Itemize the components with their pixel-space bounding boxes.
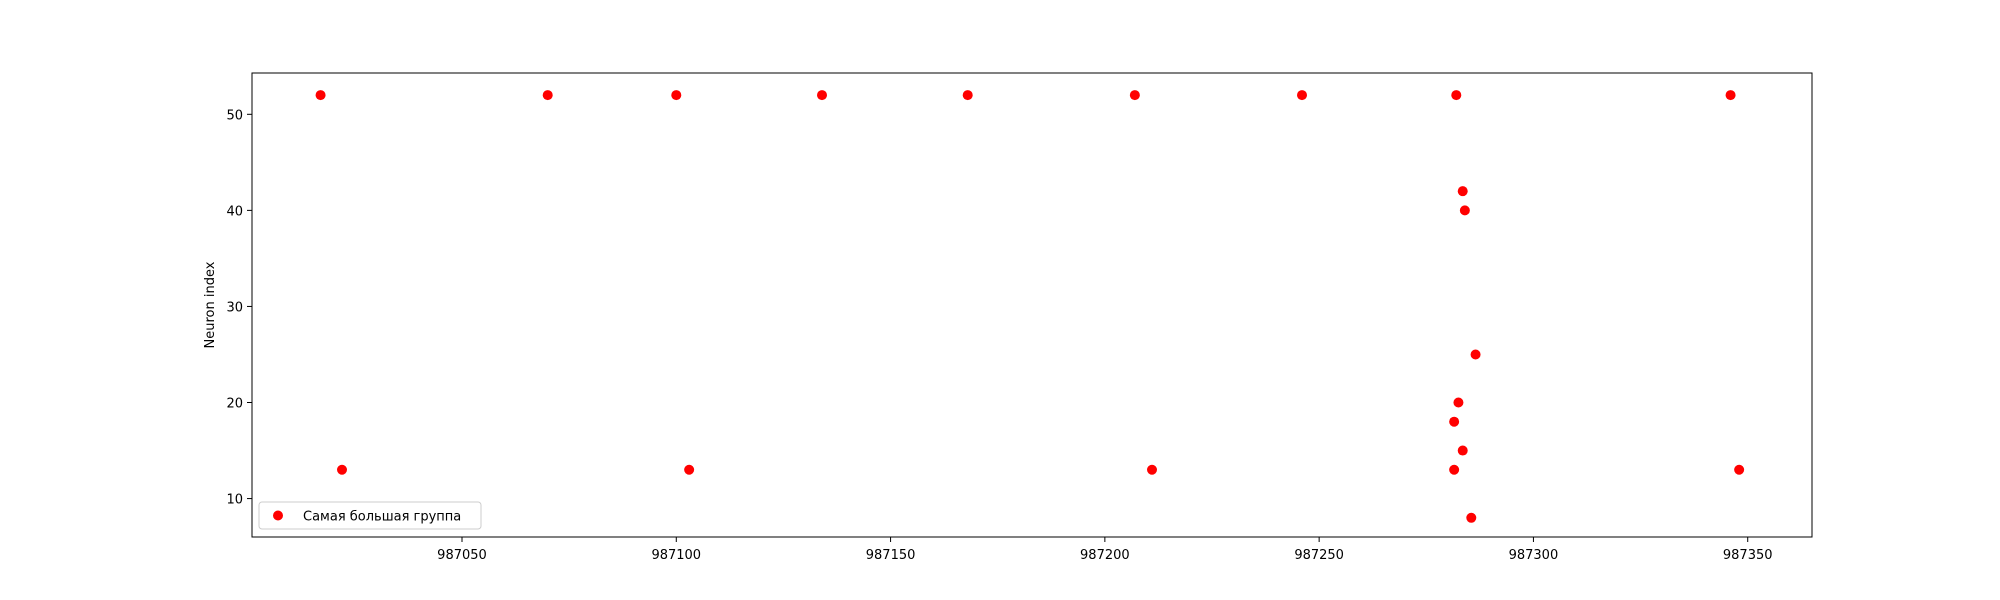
axes-frame — [251, 72, 1813, 538]
data-point — [1449, 416, 1460, 427]
x-tick-label: 987300 — [1509, 548, 1559, 563]
data-point — [1129, 90, 1140, 101]
data-point — [1734, 464, 1745, 475]
data-point — [337, 464, 347, 475]
legend: Самая большая группа — [258, 501, 482, 530]
data-point — [1470, 349, 1481, 360]
x-tick-label: 987050 — [437, 548, 487, 563]
y-tick-label: 10 — [226, 493, 243, 508]
x-tick-label: 987200 — [1080, 548, 1130, 563]
y-axis-label: Neuron index — [203, 261, 218, 348]
data-point — [1451, 90, 1462, 101]
x-tick-label: 987350 — [1723, 548, 1773, 563]
data-point — [1457, 186, 1468, 197]
y-tick-label: 30 — [226, 300, 243, 315]
data-point — [1466, 512, 1477, 523]
y-tick-label: 40 — [226, 204, 243, 219]
data-point — [315, 90, 326, 101]
y-tick-label: 20 — [226, 397, 243, 412]
data-point — [1453, 397, 1464, 408]
data-point — [1297, 90, 1307, 101]
data-point — [962, 90, 973, 101]
data-point — [671, 90, 682, 101]
legend-marker — [273, 510, 283, 521]
data-point — [1725, 90, 1736, 101]
data-point — [542, 90, 553, 101]
x-tick-label: 987250 — [1294, 548, 1344, 563]
legend-label: Самая большая группа — [303, 510, 461, 525]
x-tick-label: 987150 — [866, 548, 916, 563]
plot-area — [315, 90, 1745, 523]
data-point — [817, 90, 827, 101]
data-point — [684, 464, 695, 475]
legend-box — [258, 501, 482, 530]
x-axis: 987050 987100 987150 987200 987250 987300 9873… — [437, 537, 1773, 563]
data-point — [1449, 464, 1460, 475]
data-point — [1147, 464, 1157, 475]
data-point — [1457, 445, 1468, 456]
y-tick-label: 50 — [226, 108, 243, 123]
data-point — [1459, 205, 1470, 216]
x-tick-label: 987100 — [651, 548, 701, 563]
y-axis: 10 20 30 40 50 — [226, 108, 252, 508]
